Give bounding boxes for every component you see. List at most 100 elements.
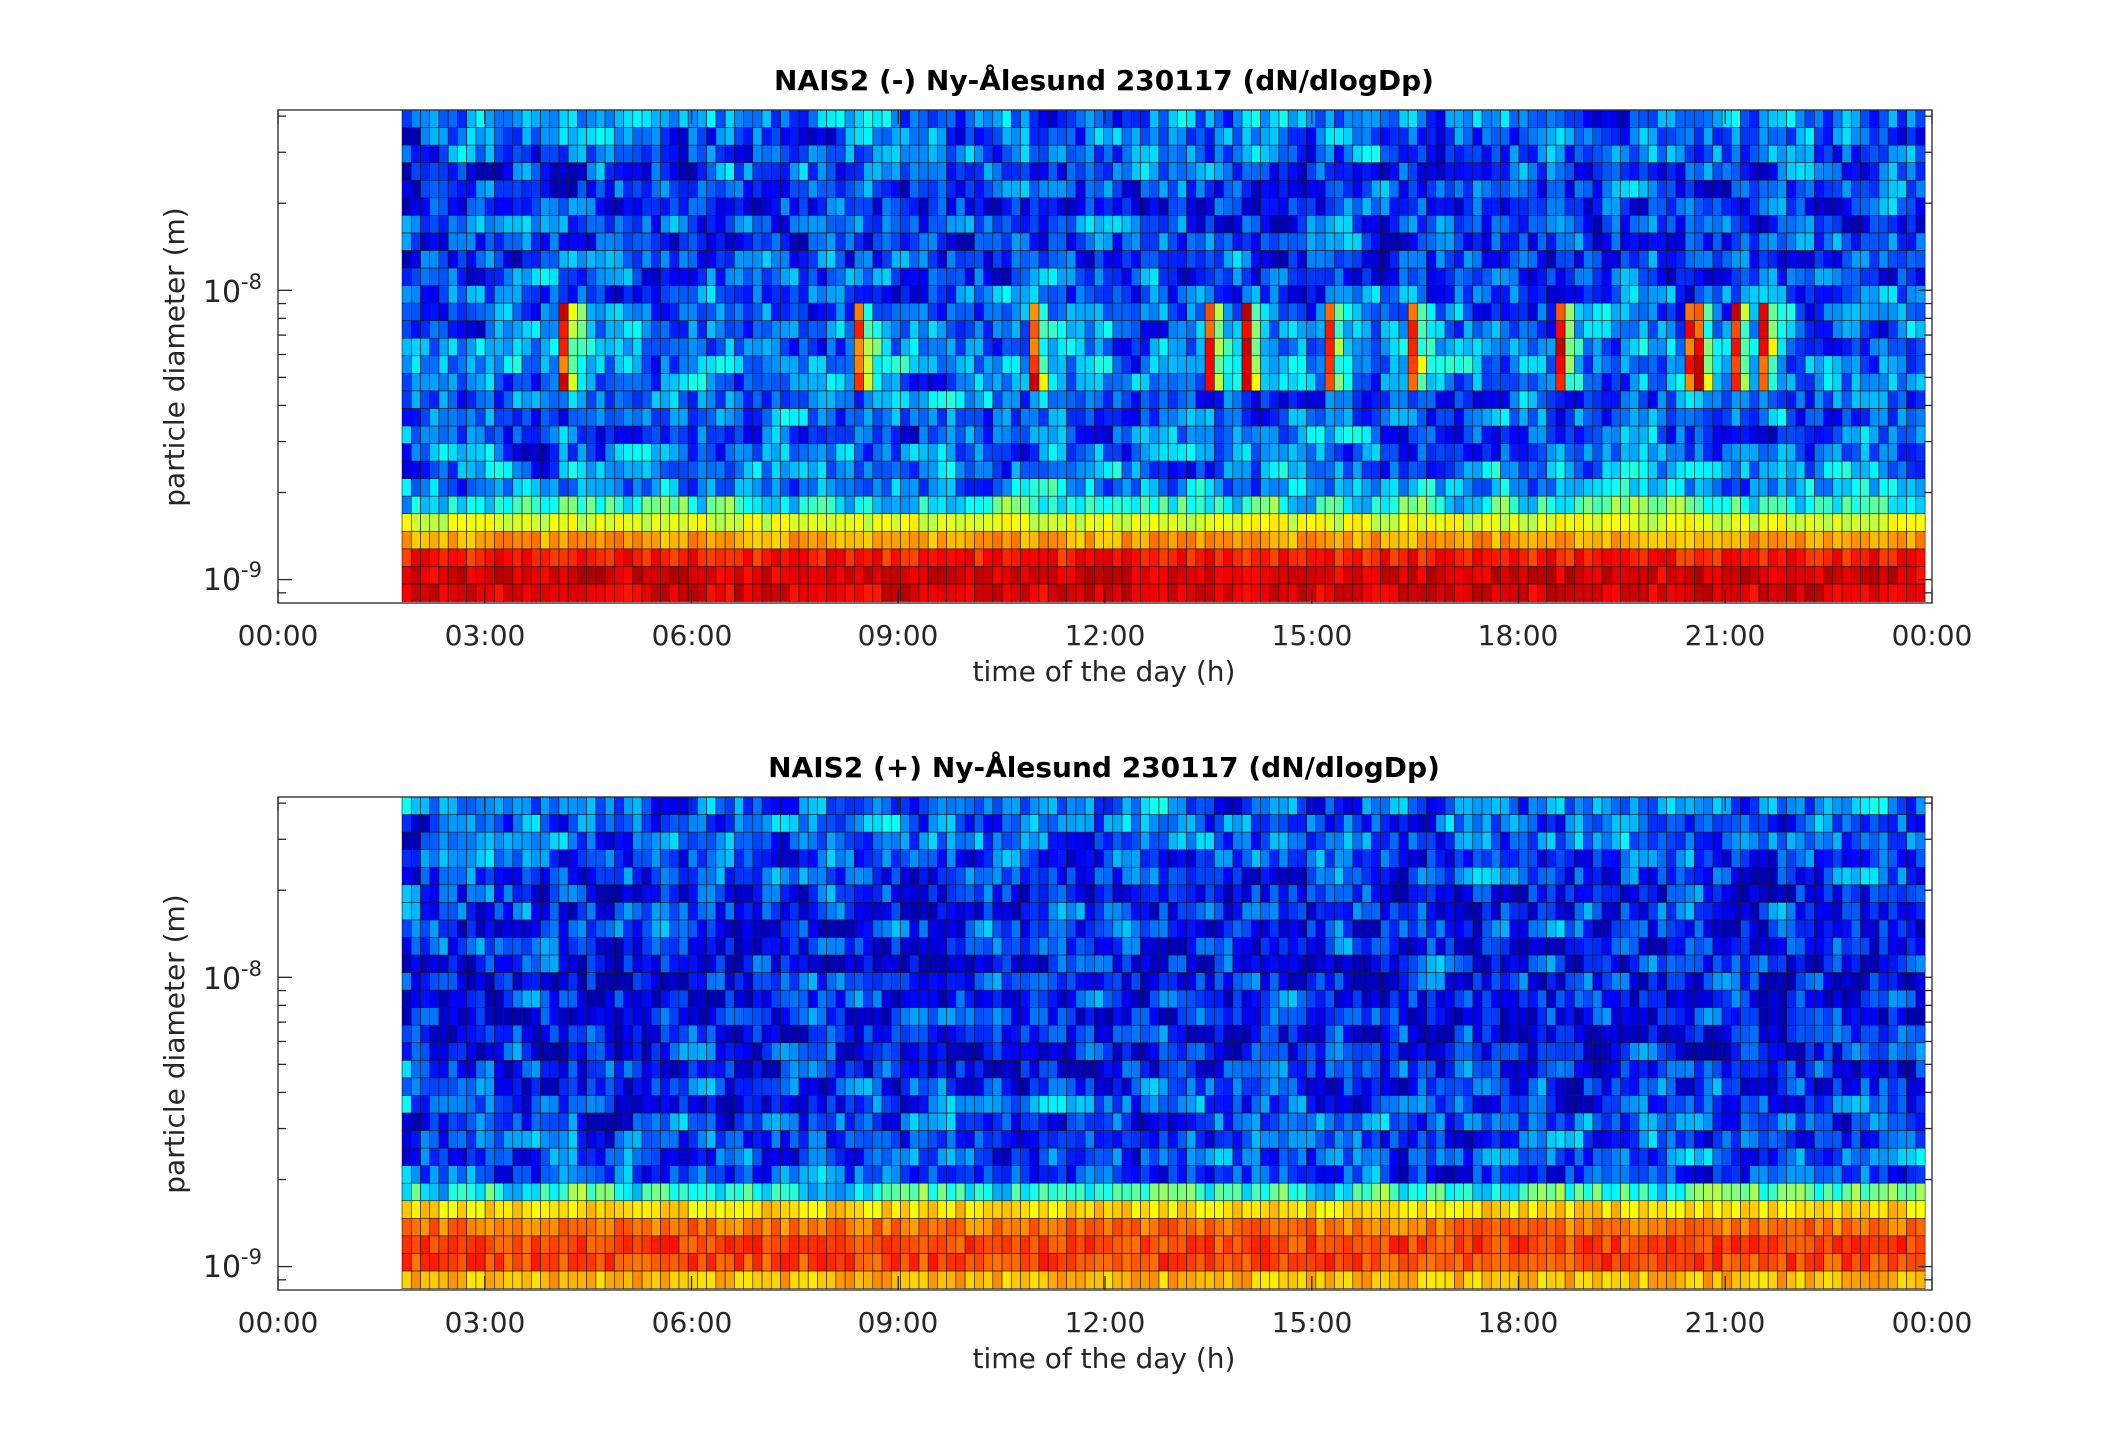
heatmap-cell xyxy=(1094,460,1104,479)
heatmap-cell xyxy=(401,1182,412,1202)
heatmap-cell xyxy=(1435,408,1446,427)
heatmap-cell xyxy=(1620,320,1631,339)
heatmap-cell xyxy=(752,495,763,515)
heatmap-cell xyxy=(1472,144,1483,163)
heatmap-cell xyxy=(1057,179,1067,199)
heatmap-cell xyxy=(660,478,671,497)
heatmap-cell xyxy=(678,548,689,567)
heatmap-cell xyxy=(1869,513,1880,532)
heatmap-cell xyxy=(1527,302,1538,321)
heatmap-cell xyxy=(1620,425,1631,444)
heatmap-cell xyxy=(1075,495,1086,515)
heatmap-cell xyxy=(1417,109,1427,128)
heatmap-cell xyxy=(1527,548,1538,567)
heatmap-cell xyxy=(1103,232,1114,251)
heatmap-cell xyxy=(1130,566,1141,585)
heatmap-cell xyxy=(1195,566,1206,585)
heatmap-cell xyxy=(946,144,957,163)
heatmap-cell xyxy=(1795,530,1806,550)
heatmap-cell xyxy=(1564,495,1575,515)
heatmap-cell xyxy=(780,197,791,216)
heatmap-cell xyxy=(1001,197,1012,216)
heatmap-cell xyxy=(484,937,495,956)
heatmap-cell xyxy=(780,320,791,339)
heatmap-cell xyxy=(1841,443,1852,462)
heatmap-cell xyxy=(1370,320,1381,339)
heatmap-cell xyxy=(1287,144,1298,163)
heatmap-cell xyxy=(429,215,440,234)
heatmap-cell xyxy=(1481,460,1492,479)
heatmap-cell xyxy=(1638,162,1649,181)
heatmap-cell xyxy=(1140,548,1151,567)
heatmap-cell xyxy=(1555,302,1566,321)
heatmap-cell xyxy=(1592,495,1603,515)
heatmap-cell xyxy=(1130,285,1141,304)
heatmap-cell xyxy=(1832,144,1843,163)
heatmap-cell xyxy=(558,250,569,269)
heatmap-cell xyxy=(521,144,532,163)
heatmap-cell xyxy=(1647,232,1658,251)
heatmap-cell xyxy=(1130,583,1141,602)
heatmap-cell xyxy=(1269,232,1280,251)
heatmap-cell xyxy=(992,495,1003,515)
heatmap-cell xyxy=(724,302,735,321)
heatmap-cell xyxy=(807,250,818,269)
heatmap-cell xyxy=(826,478,837,497)
heatmap-cell xyxy=(1047,197,1058,216)
heatmap-cell xyxy=(789,583,800,602)
heatmap-cell xyxy=(1537,443,1547,462)
heatmap-cell xyxy=(1721,179,1732,199)
heatmap-cell xyxy=(1878,583,1889,602)
heatmap-cell xyxy=(854,530,864,550)
heatmap-cell xyxy=(1287,302,1298,321)
heatmap-cell xyxy=(872,425,883,444)
heatmap-cell xyxy=(1454,495,1464,515)
heatmap-cell xyxy=(1315,460,1326,479)
heatmap-cell xyxy=(1730,408,1741,427)
heatmap-cell xyxy=(466,408,477,427)
heatmap-cell xyxy=(1380,478,1391,497)
heatmap-cell xyxy=(974,372,984,392)
heatmap-cell xyxy=(1574,144,1584,163)
heatmap-cell xyxy=(1389,144,1400,163)
heatmap-cell xyxy=(1767,337,1778,357)
heatmap-cell xyxy=(1583,390,1594,409)
heatmap-cell xyxy=(1380,337,1391,357)
heatmap-cell xyxy=(1214,372,1224,392)
heatmap-cell xyxy=(1380,425,1391,444)
heatmap-cell xyxy=(1010,478,1021,497)
heatmap-cell xyxy=(1075,109,1086,128)
heatmap-cell xyxy=(567,337,578,357)
heatmap-cell xyxy=(1509,583,1520,602)
heatmap-cell xyxy=(1712,408,1723,427)
heatmap-cell xyxy=(1777,566,1787,585)
heatmap-cell xyxy=(1749,425,1760,444)
heatmap-cell xyxy=(641,583,652,602)
heatmap-cell xyxy=(1084,267,1095,286)
heatmap-cell xyxy=(761,197,772,216)
heatmap-cell xyxy=(632,267,643,286)
heatmap-cell xyxy=(734,408,744,427)
heatmap-cell xyxy=(1620,548,1631,567)
heatmap-cell xyxy=(1278,478,1289,497)
heatmap-cell xyxy=(1130,197,1141,216)
heatmap-cell xyxy=(1260,144,1271,163)
heatmap-cell xyxy=(817,127,827,146)
heatmap-cell xyxy=(1638,408,1649,427)
heatmap-cell xyxy=(1167,179,1178,199)
heatmap-cell xyxy=(881,478,892,497)
heatmap-cell xyxy=(466,566,477,585)
heatmap-cell xyxy=(540,513,551,532)
heatmap-cell xyxy=(678,372,689,392)
heatmap-cell xyxy=(826,513,837,532)
heatmap-cell xyxy=(1435,215,1446,234)
heatmap-cell xyxy=(807,144,818,163)
heatmap-cell xyxy=(927,513,938,532)
heatmap-cell xyxy=(1906,267,1917,286)
heatmap-cell xyxy=(549,179,560,199)
heatmap-cell xyxy=(1647,460,1658,479)
heatmap-cell xyxy=(1564,285,1575,304)
heatmap-cell xyxy=(761,408,772,427)
heatmap-cell xyxy=(1869,232,1880,251)
heatmap-cell xyxy=(410,1253,421,1272)
